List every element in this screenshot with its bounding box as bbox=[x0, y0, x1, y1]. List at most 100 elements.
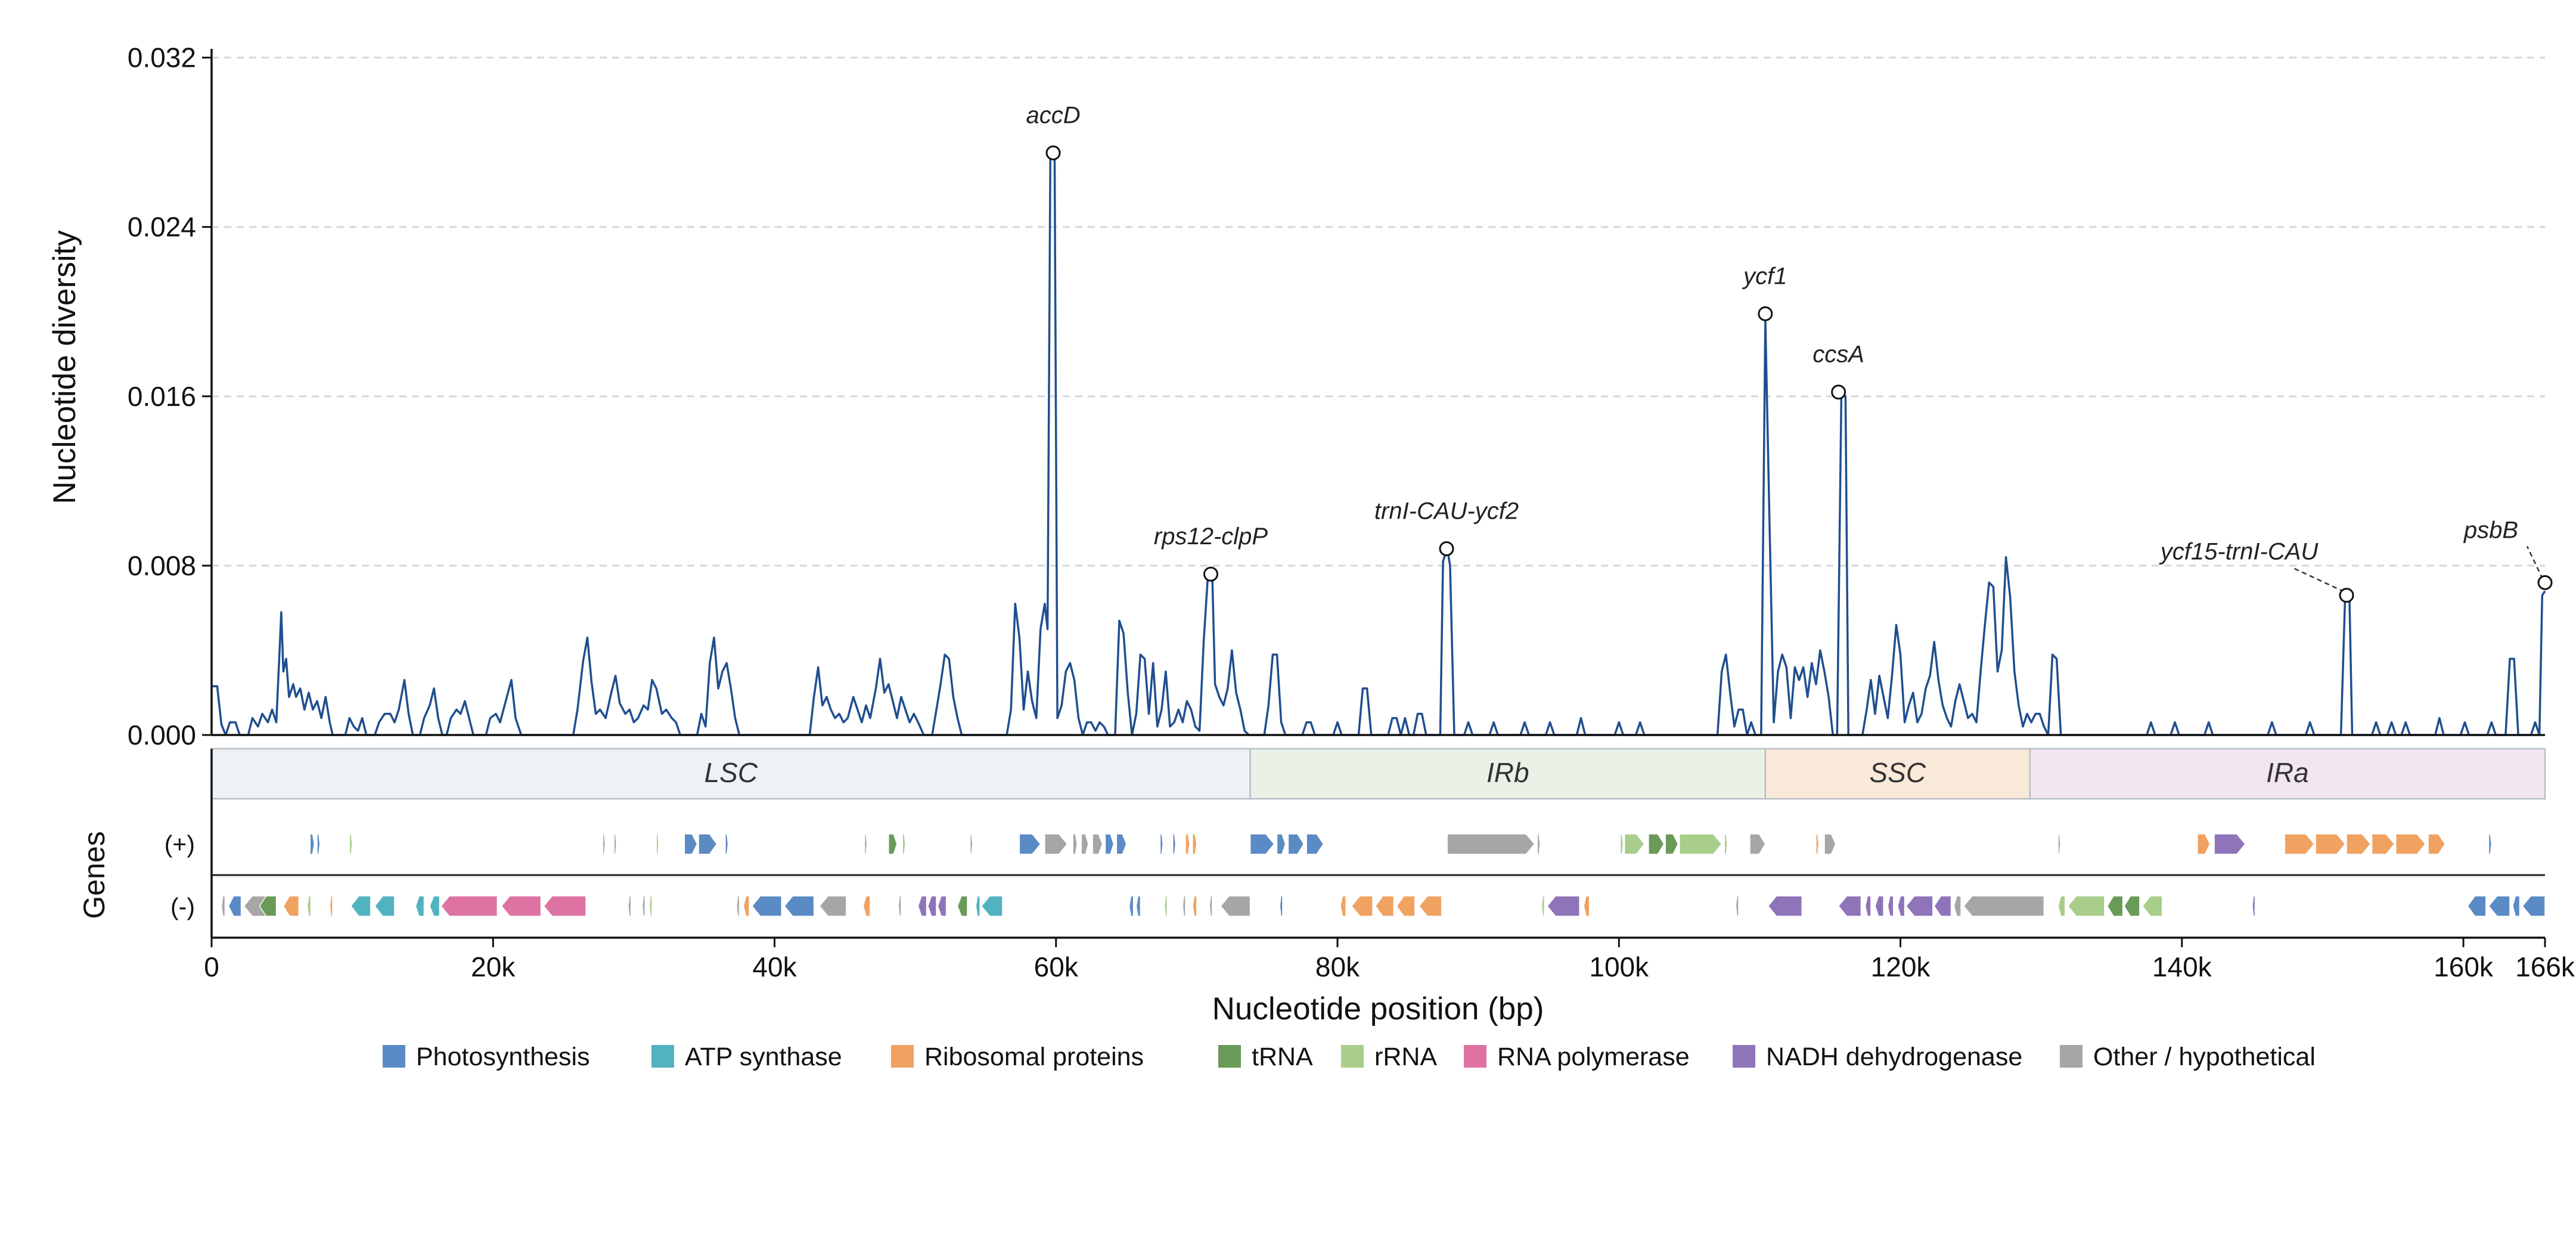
gene-arrow bbox=[736, 895, 740, 917]
gene-arrow bbox=[957, 895, 968, 917]
gene-arrow bbox=[980, 895, 1003, 917]
gene-arrow bbox=[1905, 895, 1933, 917]
gene-arrow bbox=[1887, 895, 1894, 917]
gene-arrow bbox=[898, 895, 902, 917]
legend-swatch bbox=[891, 1045, 914, 1068]
y-tick-label: 0.008 bbox=[128, 550, 196, 581]
gene-arrow bbox=[864, 833, 868, 855]
gene-arrow bbox=[259, 895, 277, 917]
region-bar: LSC IRb SSC IRa bbox=[210, 748, 2546, 800]
minus-strand-label: (-) bbox=[170, 893, 195, 920]
gene-arrow bbox=[1735, 895, 1739, 917]
gene-arrow bbox=[1624, 833, 1645, 855]
peak-leader-line bbox=[2526, 545, 2544, 579]
gene-arrow bbox=[1192, 833, 1197, 855]
gene-arrow bbox=[1619, 833, 1624, 855]
gene-arrow bbox=[306, 895, 312, 917]
peak-marker bbox=[1203, 566, 1219, 582]
legend-swatch bbox=[1733, 1045, 1755, 1068]
gene-arrow bbox=[937, 895, 947, 917]
peak-leader-line bbox=[2292, 567, 2345, 593]
peak-label: trnI-CAU-ycf2 bbox=[1374, 498, 1519, 525]
gene-arrow bbox=[641, 895, 646, 917]
gene-arrow bbox=[902, 833, 906, 855]
y-tick-label: 0.032 bbox=[128, 42, 196, 73]
legend-swatch bbox=[1464, 1045, 1486, 1068]
gene-arrow bbox=[751, 895, 783, 917]
gene-arrow bbox=[543, 895, 586, 917]
gene-arrow bbox=[283, 895, 300, 917]
legend-swatch bbox=[651, 1045, 674, 1068]
gene-arrow bbox=[1897, 895, 1905, 917]
y-tick-label: 0.016 bbox=[128, 381, 196, 412]
gene-arrow bbox=[2512, 895, 2521, 917]
gene-arrow bbox=[2428, 833, 2446, 855]
gene-arrow bbox=[440, 895, 498, 917]
legend-swatch bbox=[1218, 1045, 1241, 1068]
gene-arrow bbox=[862, 895, 871, 917]
gene-arrow bbox=[349, 833, 353, 855]
x-tick-label: 0 bbox=[204, 951, 219, 982]
region-label: IRa bbox=[2266, 757, 2309, 788]
gene-arrow bbox=[2057, 895, 2066, 917]
x-tick-label: 120k bbox=[1871, 951, 1931, 982]
gene-arrow bbox=[628, 895, 632, 917]
gene-arrow bbox=[1339, 895, 1346, 917]
gene-arrow bbox=[927, 895, 937, 917]
gene-arrow bbox=[2488, 833, 2493, 855]
x-tick-label: 80k bbox=[1315, 951, 1360, 982]
gene-arrow bbox=[2197, 833, 2211, 855]
gene-arrow bbox=[2067, 895, 2105, 917]
gene-arrow bbox=[1159, 833, 1163, 855]
gene-arrow bbox=[1019, 833, 1041, 855]
gene-arrow bbox=[1874, 895, 1884, 917]
gene-arrow bbox=[1933, 895, 1952, 917]
region-label: SSC bbox=[1870, 757, 1926, 788]
gene-arrow bbox=[309, 833, 315, 855]
peak-marker bbox=[1831, 384, 1846, 400]
gene-track bbox=[212, 833, 2546, 917]
gene-arrow bbox=[1287, 833, 1305, 855]
x-axis-title: Nucleotide position (bp) bbox=[1212, 991, 1544, 1026]
legend-label: RNA polymerase bbox=[1497, 1043, 1690, 1071]
gene-arrow bbox=[1172, 833, 1177, 855]
gene-arrow bbox=[228, 895, 242, 917]
gene-arrow bbox=[1541, 895, 1545, 917]
gene-arrow bbox=[1279, 895, 1283, 917]
gene-arrow bbox=[1306, 833, 1324, 855]
gene-arrow bbox=[1447, 833, 1535, 855]
gene-arrow bbox=[1815, 833, 1820, 855]
gene-arrow bbox=[975, 895, 981, 917]
gene-arrow bbox=[1749, 833, 1766, 855]
legend-label: Other / hypothetical bbox=[2093, 1043, 2316, 1071]
region-label: LSC bbox=[704, 757, 758, 788]
gene-arrow bbox=[1374, 895, 1395, 917]
genes-track-label: Genes bbox=[77, 831, 111, 919]
gene-arrow bbox=[648, 895, 653, 917]
y-tick-label: 0.000 bbox=[128, 720, 196, 751]
gene-arrow bbox=[2346, 833, 2372, 855]
gene-arrow bbox=[2214, 833, 2246, 855]
gene-arrow bbox=[221, 895, 226, 917]
x-tick-label: 40k bbox=[752, 951, 797, 982]
gene-arrow bbox=[819, 895, 847, 917]
gene-arrow bbox=[613, 833, 617, 855]
gene-arrow bbox=[1192, 895, 1197, 917]
diversity-line bbox=[212, 151, 2546, 736]
gene-arrow bbox=[429, 895, 440, 917]
gene-arrow bbox=[1220, 895, 1251, 917]
peak-marker bbox=[1045, 145, 1061, 160]
gene-arrow bbox=[2315, 833, 2346, 855]
gene-arrow bbox=[1963, 895, 2045, 917]
peak-label: ccsA bbox=[1812, 342, 1864, 368]
y-tick-label: 0.024 bbox=[128, 212, 196, 243]
peak-label: ycf1 bbox=[1742, 263, 1787, 289]
x-tick-label: 140k bbox=[2152, 951, 2212, 982]
legend-label: rRNA bbox=[1374, 1043, 1437, 1071]
gene-arrow bbox=[1838, 895, 1862, 917]
legend-swatch bbox=[383, 1045, 405, 1068]
peak-marker bbox=[1758, 306, 1773, 321]
gene-arrow bbox=[1092, 833, 1103, 855]
